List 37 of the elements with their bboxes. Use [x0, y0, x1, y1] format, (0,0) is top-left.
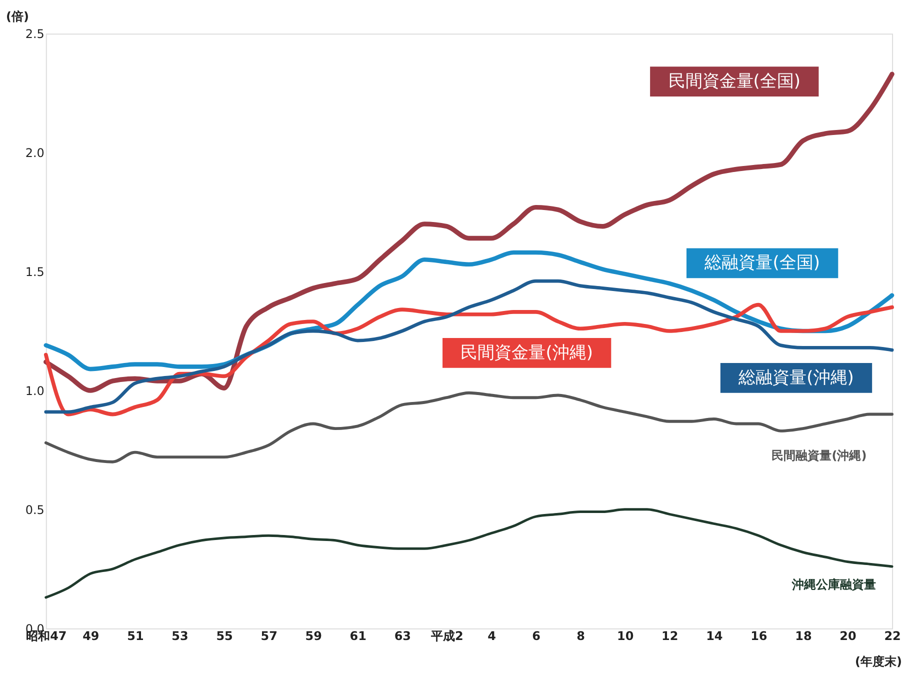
y-tick-label: 1.0 — [25, 384, 44, 398]
y-tick-label: 0.5 — [25, 502, 44, 517]
y-tick-label: 2.0 — [25, 146, 44, 160]
y-axis-title: (倍) — [6, 10, 29, 24]
x-tick-label: 22 — [884, 628, 901, 643]
x-tick-label: 55 — [216, 628, 233, 643]
x-tick-label: 8 — [576, 628, 585, 643]
x-tick-label: 51 — [127, 628, 144, 643]
y-tick-label: 2.5 — [25, 27, 44, 42]
y-tick-label: 1.5 — [25, 265, 44, 280]
x-tick-label: 18 — [795, 628, 812, 643]
x-tick-label: 平成2 — [430, 628, 464, 643]
x-tick-label: 14 — [706, 628, 723, 643]
series-label: 民間資金量(沖縄) — [460, 342, 593, 362]
x-axis-title: (年度末) — [855, 654, 902, 668]
line-series — [44, 72, 894, 393]
x-tick-label: 12 — [662, 628, 678, 643]
x-tick-label: 63 — [394, 628, 411, 643]
x-tick-label: 16 — [750, 628, 768, 643]
x-tick-label: 4 — [488, 628, 496, 643]
x-tick-label: 57 — [260, 628, 278, 643]
x-tick-label: 61 — [350, 628, 366, 643]
x-tick-label: 20 — [840, 628, 856, 643]
x-tick-label: 53 — [172, 628, 188, 643]
series-label: 沖縄公庫融資量 — [791, 577, 876, 592]
x-tick-label: 59 — [305, 628, 322, 643]
series-label: 民間融資量(沖縄) — [772, 448, 867, 463]
x-tick-label: 49 — [82, 628, 100, 643]
x-tick-label: 6 — [532, 628, 540, 643]
line-series — [44, 508, 894, 599]
series-label: 総融資量(全国) — [704, 252, 820, 272]
line-series — [44, 302, 894, 416]
series-label: 総融資量(沖縄) — [738, 366, 854, 387]
text: 民間資金量(全国) — [668, 70, 800, 91]
line-series — [44, 279, 894, 414]
x-tick-label: 10 — [617, 628, 634, 643]
line-series — [44, 391, 894, 464]
